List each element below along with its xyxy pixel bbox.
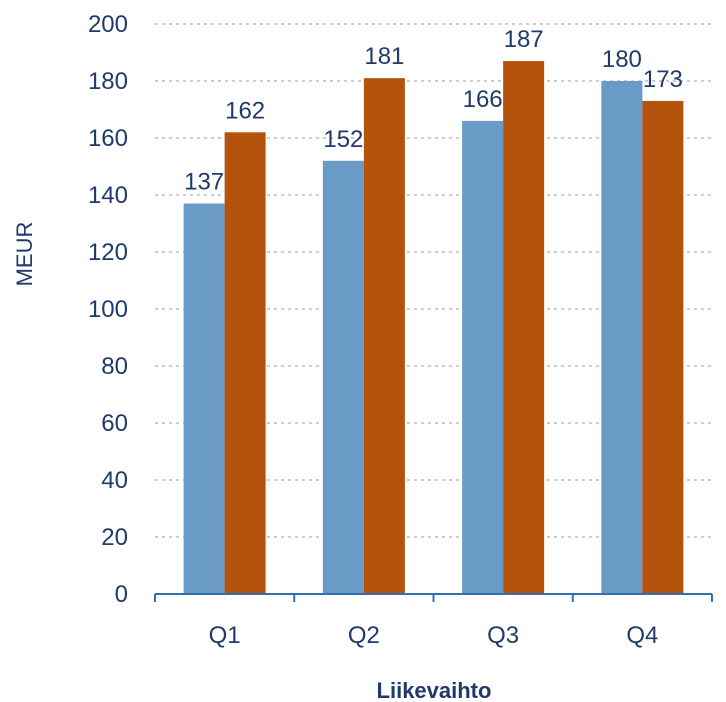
x-tick-label: Q3 [487,622,519,649]
data-label: 162 [225,97,265,124]
data-label: 137 [184,169,224,196]
y-tick-label: 120 [88,239,128,266]
y-tick-label: 100 [88,296,128,323]
y-tick-label: 0 [115,581,128,608]
bar [363,78,405,594]
y-tick-label: 180 [88,68,128,95]
data-label: 166 [463,86,503,113]
y-tick-label: 20 [101,524,128,551]
data-label: 152 [323,126,363,153]
x-tick-label: Q1 [209,622,241,649]
y-tick-label: 60 [101,410,128,437]
data-label: 187 [504,26,544,53]
bar [224,132,266,595]
y-tick-label: 140 [88,182,128,209]
y-tick-label: 160 [88,125,128,152]
y-axis-title: MEUR [12,222,37,287]
x-axis-title: Liikevaihto [377,678,492,702]
data-label: 181 [364,43,404,70]
axes [154,593,713,602]
bar [601,81,643,594]
y-tick-label: 200 [88,11,128,38]
data-label: 173 [643,66,683,93]
y-tick-label: 80 [101,353,128,380]
x-tick-label: Q2 [348,622,380,649]
tick-labels: 0 20 40 60 80 100 120 140 160 180 200 Q1 Q2 Q3 Q4 [88,11,658,649]
bar [462,120,504,595]
data-label: 180 [602,46,642,73]
bar [503,61,545,595]
bars [183,61,684,595]
bar [642,100,684,594]
x-tick-label: Q4 [626,622,658,649]
bar [183,203,225,595]
bar [322,160,364,595]
y-tick-label: 40 [101,467,128,494]
